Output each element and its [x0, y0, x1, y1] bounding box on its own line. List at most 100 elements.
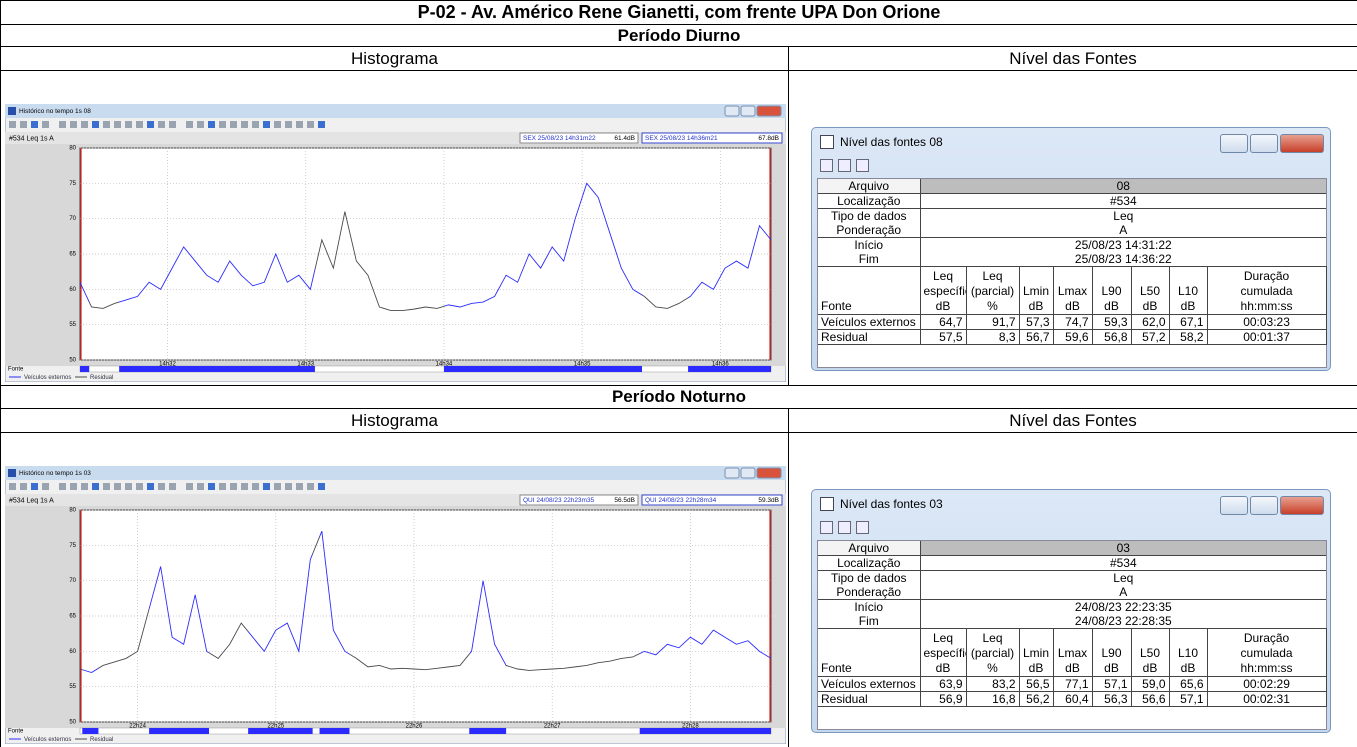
- window-title: Nível das fontes 03: [840, 497, 943, 511]
- data-cell: 57,3: [1019, 314, 1053, 329]
- title-bar: [5, 104, 786, 118]
- data-row: Residual57,58,356,759,656,857,258,200:01…: [818, 329, 1326, 344]
- toolbar-icon: [219, 121, 226, 128]
- header-line: Leq: [924, 269, 963, 284]
- info-value: #534: [920, 193, 1326, 208]
- toolbar-icon: [92, 121, 99, 128]
- source-segment: [82, 728, 98, 734]
- toolbar-icon: [252, 483, 259, 490]
- toolbar-icon: [70, 121, 77, 128]
- header-line: dB: [1096, 299, 1128, 314]
- info-value: A: [920, 223, 1326, 238]
- toolbar-icon: [186, 121, 193, 128]
- close-button[interactable]: [1280, 134, 1324, 153]
- column-header: Fonte: [818, 628, 920, 676]
- info-row: PonderaçãoA: [818, 223, 1326, 238]
- cursor-time: QUI 24/08/23 22h28m34: [645, 497, 717, 504]
- header-line: dB: [1057, 661, 1089, 676]
- toolbar-icon: [274, 121, 281, 128]
- info-label: Ponderação: [818, 223, 920, 238]
- info-row: Localização#534: [818, 555, 1326, 570]
- toolbar-icon: [158, 483, 165, 490]
- info-value: 03: [920, 541, 1326, 556]
- toolbar-icon: [125, 483, 132, 490]
- cursor-level: 61.4dB: [614, 135, 635, 142]
- toolbar-icon: [241, 483, 248, 490]
- data-cell: 00:02:29: [1207, 676, 1326, 691]
- data-cell: Residual: [818, 329, 920, 344]
- toolbar-icon: [103, 121, 110, 128]
- header-line: (parcial): [970, 646, 1016, 661]
- data-cell: 56,7: [1019, 329, 1053, 344]
- toolbar-icon[interactable]: [856, 521, 869, 534]
- y-tick-label: 65: [69, 251, 76, 257]
- toolbar: [812, 156, 1330, 176]
- data-row: Veículos externos63,983,256,577,157,159,…: [818, 676, 1326, 691]
- header-line: dB: [924, 299, 963, 314]
- toolbar-icon: [230, 483, 237, 490]
- data-cell: 91,7: [966, 314, 1019, 329]
- maximize-button[interactable]: [1250, 134, 1278, 153]
- toolbar-icon[interactable]: [838, 521, 851, 534]
- header-line: Duração: [1211, 631, 1323, 646]
- toolbar-icon: [208, 483, 215, 490]
- info-label: Fim: [818, 252, 920, 267]
- header-line: %: [970, 299, 1016, 314]
- column-header: LeqespecíficodB: [920, 628, 966, 676]
- toolbar-icon: [307, 483, 314, 490]
- header-line: específico: [924, 646, 963, 661]
- toolbar-icon: [208, 121, 215, 128]
- data-cell: 58,2: [1169, 329, 1207, 344]
- info-value: #534: [920, 555, 1326, 570]
- data-cell: 77,1: [1053, 676, 1092, 691]
- toolbar-icon: [31, 483, 38, 490]
- data-cell: 00:02:31: [1207, 691, 1326, 706]
- header-line: Lmax: [1057, 284, 1089, 299]
- column-header: L10dB: [1169, 266, 1207, 314]
- info-value: 24/08/23 22:23:35: [920, 599, 1326, 614]
- source-segment: [640, 728, 771, 734]
- column-heading: Histograma: [1, 47, 789, 71]
- window-button: [725, 106, 739, 116]
- info-value: Leq: [920, 570, 1326, 585]
- minimize-button[interactable]: [1220, 134, 1248, 153]
- info-label: Tipo de dados: [818, 208, 920, 223]
- toolbar-icon: [158, 121, 165, 128]
- column-heading: Histograma: [1, 409, 789, 433]
- data-cell: 63,9: [920, 676, 966, 691]
- toolbar-icon: [147, 121, 154, 128]
- toolbar-icon[interactable]: [820, 159, 833, 172]
- window-icon: [8, 469, 16, 477]
- y-tick-label: 65: [69, 613, 76, 619]
- header-line: Duração: [1211, 269, 1323, 284]
- header-line: cumulada: [1211, 284, 1323, 299]
- y-tick-label: 50: [69, 719, 76, 725]
- sources-table: Arquivo08Localização#534Tipo de dadosLeq…: [818, 179, 1327, 345]
- header-line: Leq: [970, 269, 1016, 284]
- header-line: L50: [1135, 284, 1166, 299]
- y-tick-label: 60: [69, 286, 76, 292]
- header-line: Lmax: [1057, 646, 1089, 661]
- header-line: Leq: [970, 631, 1016, 646]
- toolbar-icon[interactable]: [820, 521, 833, 534]
- toolbar-icon[interactable]: [856, 159, 869, 172]
- minimize-button[interactable]: [1220, 496, 1248, 515]
- header-line: hh:mm:ss: [1211, 299, 1323, 314]
- toolbar-icon[interactable]: [838, 159, 851, 172]
- close-button[interactable]: [1280, 496, 1324, 515]
- info-value: 08: [920, 179, 1326, 194]
- window-button: [725, 468, 739, 478]
- channel-label: #534 Leq 1s A: [9, 497, 54, 504]
- toolbar-icon: [169, 121, 176, 128]
- toolbar-icon: [197, 483, 204, 490]
- header-line: Fonte: [821, 299, 917, 314]
- maximize-button[interactable]: [1250, 496, 1278, 515]
- toolbar-icon: [103, 483, 110, 490]
- header-line: dB: [1173, 299, 1204, 314]
